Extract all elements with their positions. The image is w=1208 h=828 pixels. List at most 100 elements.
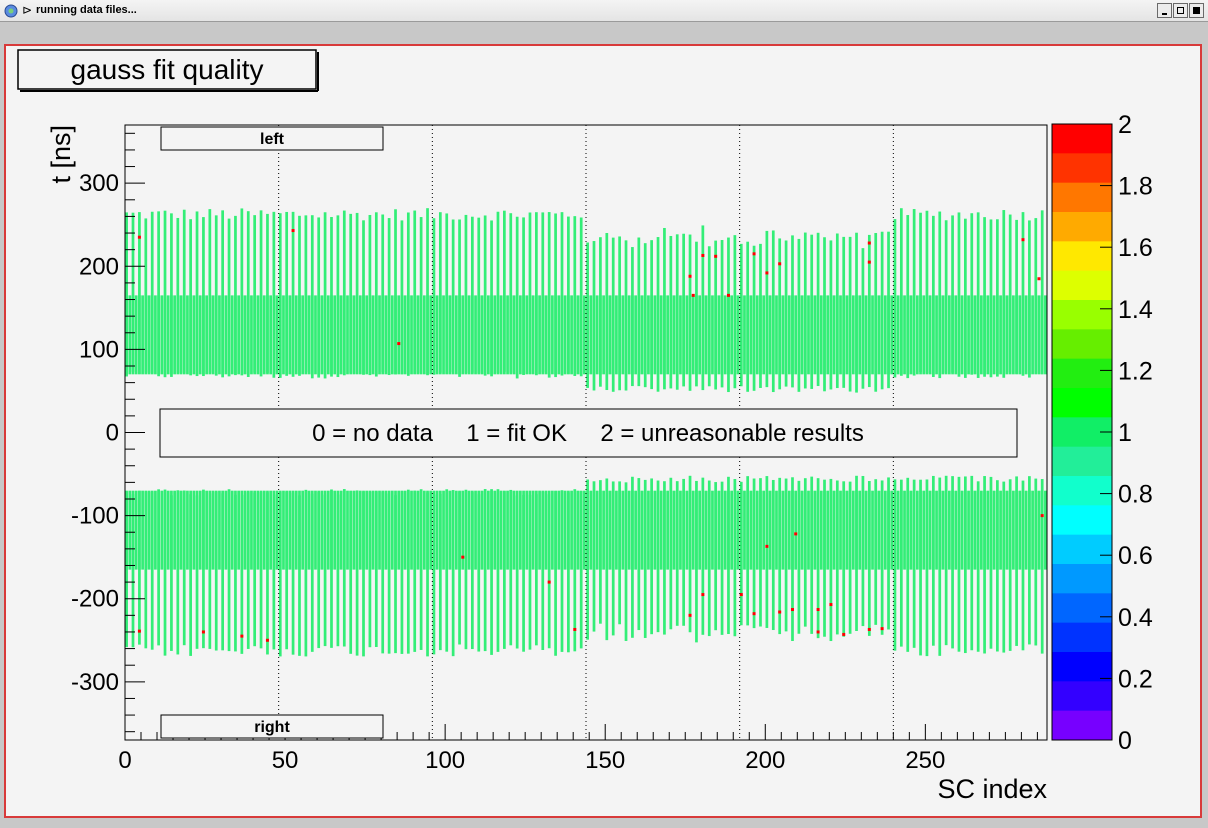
colorbar-tick-label: 1: [1118, 419, 1132, 447]
bar-right-common: [208, 490, 212, 570]
quality2-point: [691, 293, 695, 297]
bar-right-common: [640, 490, 644, 570]
bar-right-common: [406, 490, 410, 570]
bar-left-common: [864, 295, 868, 375]
bar-left-common: [983, 295, 986, 375]
bar-right-common: [807, 490, 810, 570]
bar-left: [541, 212, 545, 373]
bar-left: [170, 213, 173, 377]
bar-left-common: [848, 295, 852, 375]
quality2-point: [752, 612, 756, 616]
bar-right-common: [160, 490, 164, 570]
bar-left-common: [131, 295, 135, 375]
bar-right-common: [861, 490, 865, 570]
bar-left-common: [896, 295, 900, 375]
bar-right: [394, 495, 397, 654]
bar-left: [528, 212, 532, 374]
bar-right-common: [397, 490, 401, 570]
bar-right-common: [413, 490, 417, 570]
bar-left-common: [285, 295, 289, 375]
bar-left: [925, 210, 929, 374]
bar-right-common: [727, 490, 730, 570]
bar-left-common: [237, 295, 241, 375]
bar-right-common: [787, 490, 791, 570]
bar-right: [413, 490, 417, 652]
bar-left-common: [992, 295, 996, 375]
bar-left: [560, 212, 564, 376]
bar-left-common: [314, 295, 317, 375]
bar-left-common: [986, 295, 990, 375]
bar-left-common: [1002, 295, 1006, 375]
bar-right-common: [170, 490, 173, 570]
bar-left-common: [186, 295, 189, 375]
bar-right: [496, 489, 500, 652]
bar-left-common: [272, 295, 276, 375]
x-tick-label: 200: [745, 747, 785, 774]
pin-icon[interactable]: ⊳: [22, 3, 33, 17]
bar-right-common: [631, 490, 634, 570]
bar-left-common: [333, 295, 337, 375]
bar-left-common: [1028, 295, 1031, 375]
bar-left-common: [595, 295, 599, 375]
bar-left-common: [221, 295, 225, 375]
maximize-button[interactable]: [1173, 3, 1188, 18]
bar-right-common: [1021, 490, 1025, 570]
chart-canvas[interactable]: 0 50 100 150 200 250 -300 -200 -100 0 100 200 300 SC …: [6, 46, 1200, 816]
bar-right-common: [762, 490, 766, 570]
bar-right-common: [983, 490, 986, 570]
bar-right-common: [1040, 490, 1044, 570]
bar-right: [515, 495, 519, 649]
bar-left-common: [438, 295, 442, 375]
x-tick-label: 250: [905, 747, 945, 774]
bar-right-common: [560, 490, 564, 570]
bar-left-common: [1024, 295, 1028, 375]
minimize-button[interactable]: [1157, 3, 1172, 18]
bar-left-common: [528, 295, 532, 375]
bar-left-common: [663, 295, 666, 375]
bar-right: [285, 491, 289, 650]
colorbar-tick-label: 1.8: [1118, 173, 1153, 201]
bar-right-common: [922, 490, 926, 570]
bar-left-common: [144, 295, 148, 375]
colorbar-segment: [1052, 212, 1112, 242]
bar-right-common: [515, 490, 519, 570]
bar-left-common: [256, 295, 260, 375]
bar-right-common: [336, 490, 340, 570]
bar-left-common: [218, 295, 221, 375]
bar-left-common: [1015, 295, 1018, 375]
bar-left-common: [326, 295, 330, 375]
window-title: running data files...: [36, 4, 137, 16]
bar-right-common: [432, 490, 436, 570]
bar-right-common: [829, 490, 833, 570]
bar-left-common: [442, 295, 445, 375]
bar-left-common: [800, 295, 804, 375]
right-label-box: [160, 714, 384, 739]
bar-left: [919, 212, 922, 372]
bar-left: [342, 210, 346, 376]
bar-right-common: [426, 490, 429, 570]
bar-left-common: [611, 295, 615, 375]
bar-right-common: [131, 490, 135, 570]
bar-right-common: [381, 490, 385, 570]
bar-right-common: [720, 490, 724, 570]
bar-right-common: [842, 490, 846, 570]
bar-right-common: [147, 490, 151, 570]
bar-right-common: [522, 490, 525, 570]
bar-left-common: [384, 295, 388, 375]
bar-right-common: [989, 490, 993, 570]
bar-right-common: [192, 490, 196, 570]
bar-right-common: [544, 490, 548, 570]
bar-right: [272, 494, 276, 650]
legend-box: [159, 408, 1018, 458]
bar-left-common: [224, 295, 228, 375]
bar-left: [445, 213, 449, 374]
bar-right-common: [714, 490, 718, 570]
bar-right-common: [1028, 490, 1031, 570]
bar-left-common: [538, 295, 541, 375]
close-button[interactable]: [1189, 3, 1204, 18]
bar-left-common: [182, 295, 186, 375]
bar-right-common: [666, 490, 669, 570]
bar-left: [368, 214, 372, 376]
quality2-point: [461, 555, 465, 559]
colorbar-segment: [1052, 124, 1112, 154]
